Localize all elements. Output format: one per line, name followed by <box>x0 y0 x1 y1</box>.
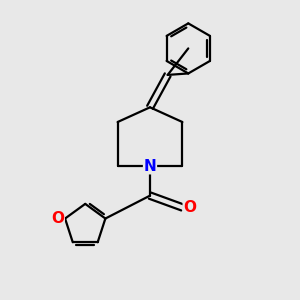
Text: O: O <box>183 200 196 215</box>
Text: N: N <box>144 159 156 174</box>
Text: O: O <box>51 211 64 226</box>
